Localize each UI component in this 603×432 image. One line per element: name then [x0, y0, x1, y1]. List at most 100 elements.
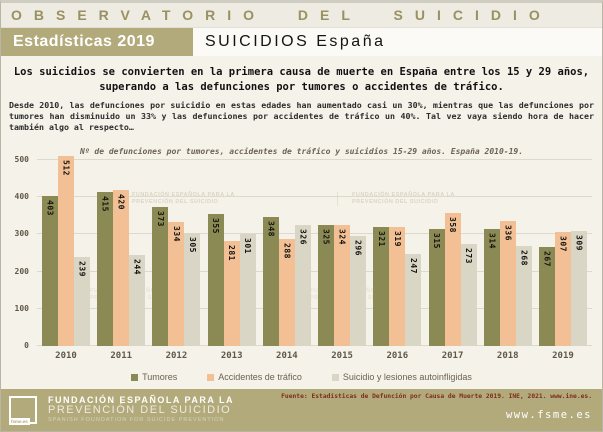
x-tick-label: 2016 — [386, 351, 409, 361]
bar-value-label: 314 — [487, 233, 497, 250]
bar-value-label: 244 — [132, 259, 142, 276]
bar-value-label: 358 — [448, 216, 458, 233]
bar-group-2012: 373 334 305 — [152, 207, 201, 346]
bar-value-label: 288 — [282, 242, 292, 259]
bar: 334 — [168, 221, 185, 346]
legend-item: Tumores — [131, 372, 177, 382]
brand-tagline: SPANISH FOUNDATION FOR SUICIDE PREVENTIO… — [48, 417, 225, 423]
bar: 267 — [538, 246, 555, 346]
footer-right: Fuente: Estadísticas de Defunción por Ca… — [281, 389, 592, 423]
gridline — [37, 196, 592, 198]
bar-group-2017: 315 358 273 — [428, 212, 477, 346]
bar: 273 — [460, 244, 477, 346]
bar-value-label: 403 — [45, 200, 55, 217]
intro-section: Los suicidios se convierten en la primer… — [1, 56, 602, 133]
bar: 415 — [97, 191, 114, 346]
legend-label: Accidentes de tráfico — [218, 372, 302, 382]
plot-row: 0 100 200 300 400 500 FUNDACIÓN ESPAÑOLA PARA… — [1, 155, 592, 350]
bar-value-label: 512 — [61, 159, 71, 176]
bar: 321 — [373, 226, 390, 346]
bar-value-label: 336 — [503, 225, 513, 241]
bar: 307 — [554, 231, 571, 346]
bar-value-label: 301 — [243, 238, 253, 254]
header-strip: OBSERVATORIO DEL SUICIDIO — [1, 3, 602, 28]
bar-group-2016: 321 319 247 — [373, 226, 422, 346]
bar-groups: 403 512 239 415 420 244 373 334 305 355 281 301 348 2… — [37, 155, 592, 346]
brand-block: FUNDACIÓN ESPAÑOLA PARA LA PREVENCIÓN DE… — [48, 395, 234, 425]
footer: fsme.es FUNDACIÓN ESPAÑOLA PARA LA PREVE… — [1, 389, 602, 431]
y-tick-label: 500 — [14, 155, 29, 164]
bar-value-label: 321 — [376, 230, 386, 247]
fsme-logo-label: fsme.es — [9, 418, 30, 425]
x-tick-label: 2019 — [552, 351, 574, 361]
intro-text: Desde 2010, las defunciones por suicidio… — [9, 100, 594, 132]
bar-value-label: 315 — [432, 232, 442, 249]
bar: 288 — [278, 238, 295, 346]
x-tick-label: 2013 — [220, 351, 243, 361]
title-row: Estadísticas 2019 SUICIDIOS España — [1, 28, 602, 56]
gridline — [37, 270, 592, 272]
x-tick-label: 2010 — [55, 351, 77, 361]
bar-group-2010: 403 512 239 — [42, 155, 90, 346]
bar: 324 — [334, 225, 351, 346]
page-title: SUICIDIOS España — [205, 33, 386, 50]
bar-value-label: 334 — [171, 225, 181, 242]
bar: 268 — [515, 246, 532, 346]
bar-value-label: 355 — [211, 217, 221, 234]
bar: 403 — [42, 196, 58, 346]
bar: 348 — [262, 216, 279, 346]
bar-value-label: 273 — [464, 248, 474, 265]
legend: Tumores Accidentes de tráfico Suicidio y l… — [1, 372, 602, 382]
bar-value-label: 319 — [392, 231, 402, 248]
bar: 512 — [58, 155, 74, 346]
bar-value-label: 307 — [558, 235, 568, 252]
x-tick-label: 2012 — [165, 351, 188, 361]
legend-item: Accidentes de tráfico — [207, 372, 302, 382]
fsme-logo-icon: fsme.es — [9, 396, 37, 425]
bar-value-label: 325 — [321, 229, 331, 246]
website-link[interactable]: www.fsme.es — [505, 409, 592, 421]
bar: 315 — [428, 228, 445, 346]
gridline — [37, 159, 592, 160]
bar: 355 — [207, 213, 224, 346]
bar: 296 — [350, 235, 367, 346]
y-axis: 0 100 200 300 400 500 — [1, 155, 37, 350]
bar-value-label: 305 — [187, 236, 197, 253]
x-axis: 2010 2011 2012 2013 2014 2015 2016 2017 2018 2019 — [37, 351, 592, 361]
brand-name: FUNDACIÓN ESPAÑOLA PARA LA — [48, 395, 234, 405]
legend-label: Suicidio y lesiones autoinfligidas — [342, 372, 472, 382]
x-tick-label: 2017 — [441, 351, 464, 361]
bar: 239 — [74, 257, 90, 346]
bar-value-label: 296 — [353, 239, 363, 256]
observatorio-title: OBSERVATORIO DEL SUICIDIO — [11, 7, 552, 23]
chart: Nº de defunciones por tumores, accidente… — [1, 147, 602, 382]
bar: 281 — [223, 241, 240, 346]
y-tick-label: 0 — [24, 341, 29, 350]
y-tick-label: 300 — [14, 229, 29, 239]
bar-group-2019: 267 307 309 — [538, 231, 587, 346]
legend-swatch-icon — [331, 373, 339, 381]
bar: 420 — [113, 189, 130, 346]
gridline — [37, 307, 592, 309]
bar-value-label: 247 — [408, 258, 418, 275]
bar-value-label: 348 — [266, 220, 276, 237]
x-tick-label: 2015 — [331, 351, 353, 361]
legend-swatch-icon — [131, 373, 139, 381]
bar: 301 — [239, 234, 256, 346]
bar: 336 — [499, 221, 516, 346]
bar-group-2015: 325 324 296 — [318, 225, 367, 346]
y-tick-label: 200 — [14, 266, 29, 276]
bar-value-label: 324 — [337, 229, 347, 246]
bar-value-label: 326 — [298, 228, 308, 245]
bar-value-label: 373 — [155, 211, 165, 228]
y-tick-label: 400 — [14, 192, 29, 202]
x-tick-label: 2014 — [276, 351, 298, 361]
bar-value-label: 281 — [227, 245, 237, 262]
legend-swatch-icon — [207, 373, 215, 381]
bar-group-2013: 355 281 301 — [207, 213, 256, 346]
bar-value-label: 268 — [519, 250, 529, 267]
bar-group-2018: 314 336 268 — [483, 221, 532, 346]
bar-value-label: 309 — [574, 235, 584, 252]
bar: 325 — [318, 225, 335, 346]
